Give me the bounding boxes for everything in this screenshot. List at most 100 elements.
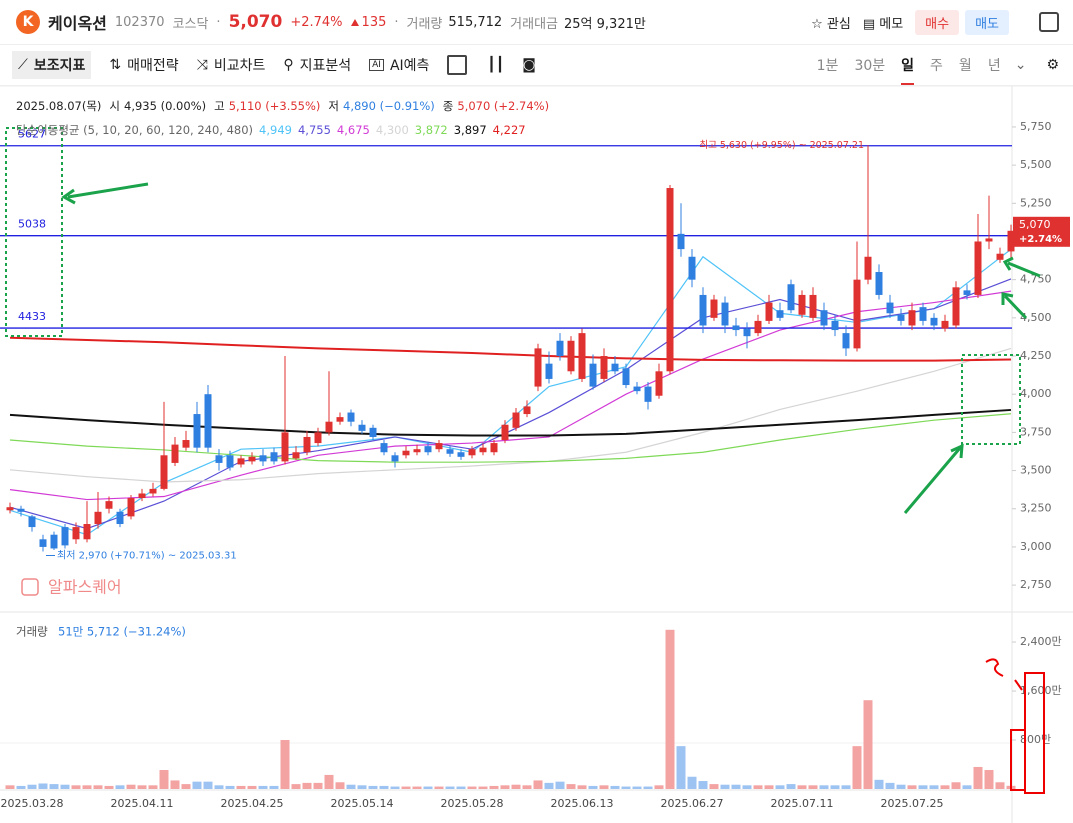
candle-body: [820, 310, 828, 326]
y-tick-label: 2,750: [1020, 578, 1052, 591]
code: 102370: [114, 14, 165, 30]
last-change: +2.74%: [1019, 234, 1062, 245]
candle-body: [556, 340, 564, 357]
volume-bar: [38, 783, 48, 789]
market: 코스닥: [172, 16, 209, 32]
change-pct: +2.74%: [290, 14, 343, 30]
panel-toggle[interactable]: [1039, 12, 1059, 32]
candle-body: [248, 456, 256, 462]
ma-legend-value: 4,300: [375, 123, 409, 137]
logo: K: [16, 10, 40, 34]
period[interactable]: 주: [930, 58, 943, 74]
period[interactable]: 년: [987, 58, 1001, 74]
y-tick-label: 4,000: [1020, 387, 1052, 400]
sell-button[interactable]: 매도: [965, 9, 1009, 35]
candle-body: [6, 507, 14, 511]
y-tick-label: 2,400만: [1020, 635, 1062, 648]
volume-bar: [577, 785, 587, 789]
h-line-label: 5627: [18, 128, 46, 141]
volume-bar: [742, 785, 752, 789]
volume-bar: [731, 784, 741, 789]
toolbar-item[interactable]: ⟋ 보조지표: [12, 51, 92, 79]
candle-body: [622, 368, 630, 386]
volume-bar: [280, 740, 290, 789]
volume-bar: [445, 786, 455, 789]
volume-bar: [126, 784, 136, 789]
toolbar: ⟋ 보조지표 ⇅ 매매전략 ⤨ 비교차트 ⚲ 지표분석 AI AI예측 ┃┃ ◙ 1분 30…: [0, 45, 1073, 86]
candle-body: [358, 424, 366, 431]
label: AI예측: [389, 58, 430, 74]
period[interactable]: 월: [958, 58, 972, 74]
toolbar-item[interactable]: ⚲ 지표분석: [283, 57, 352, 74]
watch-button[interactable]: ☆ 관심: [811, 16, 851, 32]
y-tick-label: 5,500: [1020, 158, 1052, 171]
watermark-icon: [21, 578, 39, 596]
volume-bar: [258, 785, 268, 789]
ma-line: [9, 290, 1012, 501]
ohlc-label: 저: [328, 99, 340, 113]
volume-bar: [115, 785, 125, 789]
candle-body: [545, 363, 553, 379]
buy-button[interactable]: 매수: [915, 9, 960, 35]
ma-title: 단순이동평균 (5, 10, 20, 60, 120, 240, 480): [16, 123, 254, 137]
ohlc-label: 시: [109, 99, 120, 113]
candle-body: [512, 412, 520, 428]
period[interactable]: 1분: [816, 58, 839, 74]
candle-body: [743, 328, 751, 337]
candle-body: [215, 455, 223, 463]
volume-bar: [588, 785, 598, 789]
volume-bar: [940, 785, 950, 789]
volume-bar: [852, 746, 862, 789]
y-tick-label: 4,250: [1020, 349, 1052, 362]
candle-body: [567, 340, 575, 372]
ma-line: [9, 278, 1012, 530]
candle-body: [699, 294, 707, 326]
candle-body: [193, 414, 201, 448]
candle-body: [644, 386, 652, 402]
ma-legend-value: 3,897: [453, 123, 487, 137]
volume-bar: [885, 782, 895, 789]
volume-bar: [984, 770, 994, 789]
candle-body: [490, 443, 498, 453]
x-tick-label: 2025.03.28: [1, 797, 64, 810]
candle-body: [61, 527, 69, 546]
volume-bar: [203, 781, 213, 789]
candle-body: [611, 363, 619, 372]
volume-bar: [544, 782, 554, 789]
period[interactable]: 30분: [854, 58, 886, 74]
toolbar-item[interactable]: AI AI예측: [369, 55, 429, 75]
h-line-label: 4433: [18, 310, 46, 323]
memo-button[interactable]: ▤ 메모: [862, 16, 904, 32]
candle-icon[interactable]: ┃┃: [487, 57, 505, 73]
settings-icon[interactable]: ⚙: [1046, 57, 1059, 73]
y-tick-label: 4,500: [1020, 311, 1052, 324]
candle-body: [160, 455, 168, 489]
label: 관심: [826, 16, 851, 32]
candle-body: [534, 348, 542, 387]
period[interactable]: 일: [901, 55, 915, 85]
volume-bar: [753, 785, 763, 789]
toolbar-item[interactable]: ⇅ 매매전략: [109, 57, 179, 74]
candle-body: [149, 488, 157, 494]
arrows: [61, 182, 1041, 514]
checkbox[interactable]: [447, 55, 468, 75]
candle-body: [710, 299, 718, 318]
candle-body: [809, 294, 817, 318]
dashed-box: [5, 127, 63, 337]
candle-body: [28, 516, 36, 528]
label: 지표분석: [299, 58, 352, 74]
volume-bar: [797, 785, 807, 789]
candle-body: [94, 511, 102, 525]
volume-bar: [137, 785, 147, 789]
camera-icon[interactable]: ◙: [522, 57, 536, 73]
candle-body: [1007, 230, 1015, 252]
volume-bar: [368, 785, 378, 789]
y-tick-label: 3,750: [1020, 425, 1052, 438]
candle-body: [776, 310, 784, 318]
x-tick-label: 2025.04.25: [221, 797, 284, 810]
amount-label: 거래대금: [510, 16, 559, 32]
volume-bar: [478, 786, 488, 789]
volume-bar: [225, 785, 235, 789]
volume-bar: [467, 786, 477, 789]
toolbar-item[interactable]: ⤨ 비교차트: [196, 57, 266, 74]
